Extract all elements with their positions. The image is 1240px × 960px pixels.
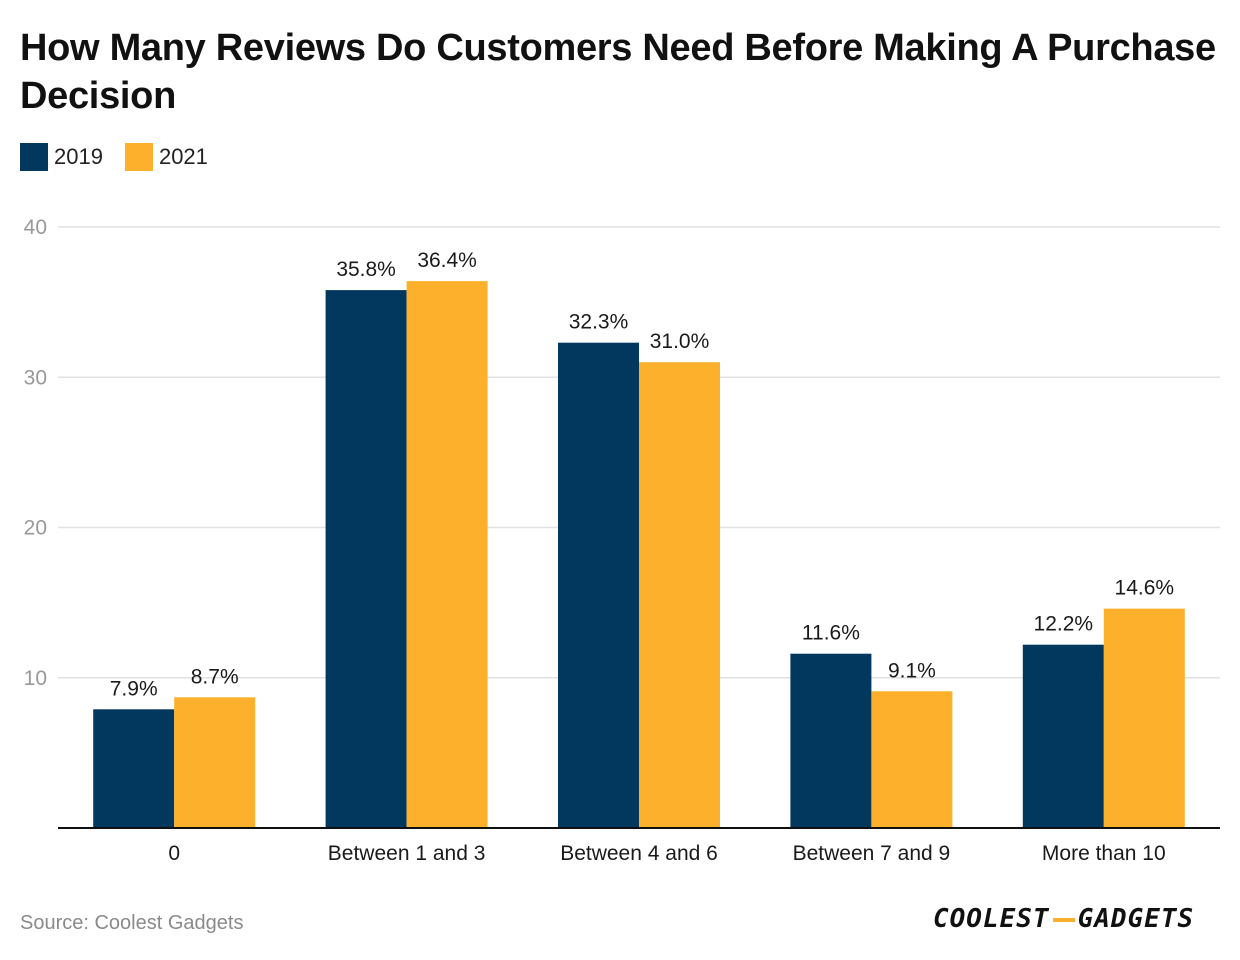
- bar-2019-0: [93, 709, 175, 828]
- x-tick-label-1: Between 1 and 3: [328, 842, 486, 865]
- legend-label-2021: 2021: [158, 144, 208, 169]
- data-label-2021-4: 14.6%: [1115, 577, 1175, 600]
- logo-text-right: GADGETS: [1077, 904, 1195, 934]
- bar-2021-4: [1103, 608, 1185, 828]
- data-label-2021-2: 31.0%: [650, 330, 710, 353]
- x-tick-label-3: Between 7 and 9: [793, 842, 951, 865]
- y-tick-label-20: 20: [24, 517, 47, 540]
- bar-2021-3: [871, 691, 953, 828]
- data-label-2021-0: 8.7%: [191, 665, 239, 688]
- x-tick-label-4: More than 10: [1042, 842, 1166, 865]
- x-tick-label-2: Between 4 and 6: [560, 842, 718, 865]
- x-tick-label-0: 0: [168, 842, 180, 865]
- bar-2019-4: [1022, 644, 1104, 828]
- bar-2019-1: [325, 290, 407, 829]
- y-tick-label-10: 10: [24, 667, 47, 690]
- chart-title: How Many Reviews Do Customers Need Befor…: [20, 27, 1216, 117]
- data-label-2019-1: 35.8%: [336, 258, 396, 281]
- legend-item-2021: 2021: [124, 143, 208, 171]
- source-note: Source: Coolest Gadgets: [20, 912, 244, 934]
- data-label-2019-0: 7.9%: [110, 677, 158, 700]
- bar-2021-0: [174, 697, 256, 828]
- data-label-2019-4: 12.2%: [1034, 613, 1094, 636]
- logo-text-left: COOLEST: [933, 904, 1050, 934]
- data-label-2019-3: 11.6%: [802, 622, 860, 645]
- y-tick-label-30: 30: [24, 366, 47, 389]
- legend-swatch-2021: [124, 143, 153, 171]
- legend: 2019 2021: [20, 143, 230, 171]
- legend-item-2019: 2019: [20, 143, 103, 171]
- bar-2019-3: [790, 653, 872, 828]
- data-label-2021-1: 36.4%: [417, 249, 477, 272]
- data-label-2019-2: 32.3%: [569, 311, 629, 334]
- bar-2021-2: [639, 362, 720, 828]
- data-label-2021-3: 9.1%: [888, 659, 936, 682]
- y-tick-label-40: 40: [24, 216, 47, 239]
- logo-dash: [1052, 917, 1075, 922]
- legend-swatch-2019: [20, 143, 48, 171]
- coolest-gadgets-logo: COOLEST GADGETS: [933, 904, 1194, 934]
- bar-2021-1: [406, 281, 488, 829]
- bar-2019-2: [558, 342, 639, 828]
- bar-chart: 10 20 30 40 7.9% 8.7% 0 35.8% 36.4% Between 1 and…: [24, 216, 1220, 865]
- legend-label-2019: 2019: [54, 144, 103, 169]
